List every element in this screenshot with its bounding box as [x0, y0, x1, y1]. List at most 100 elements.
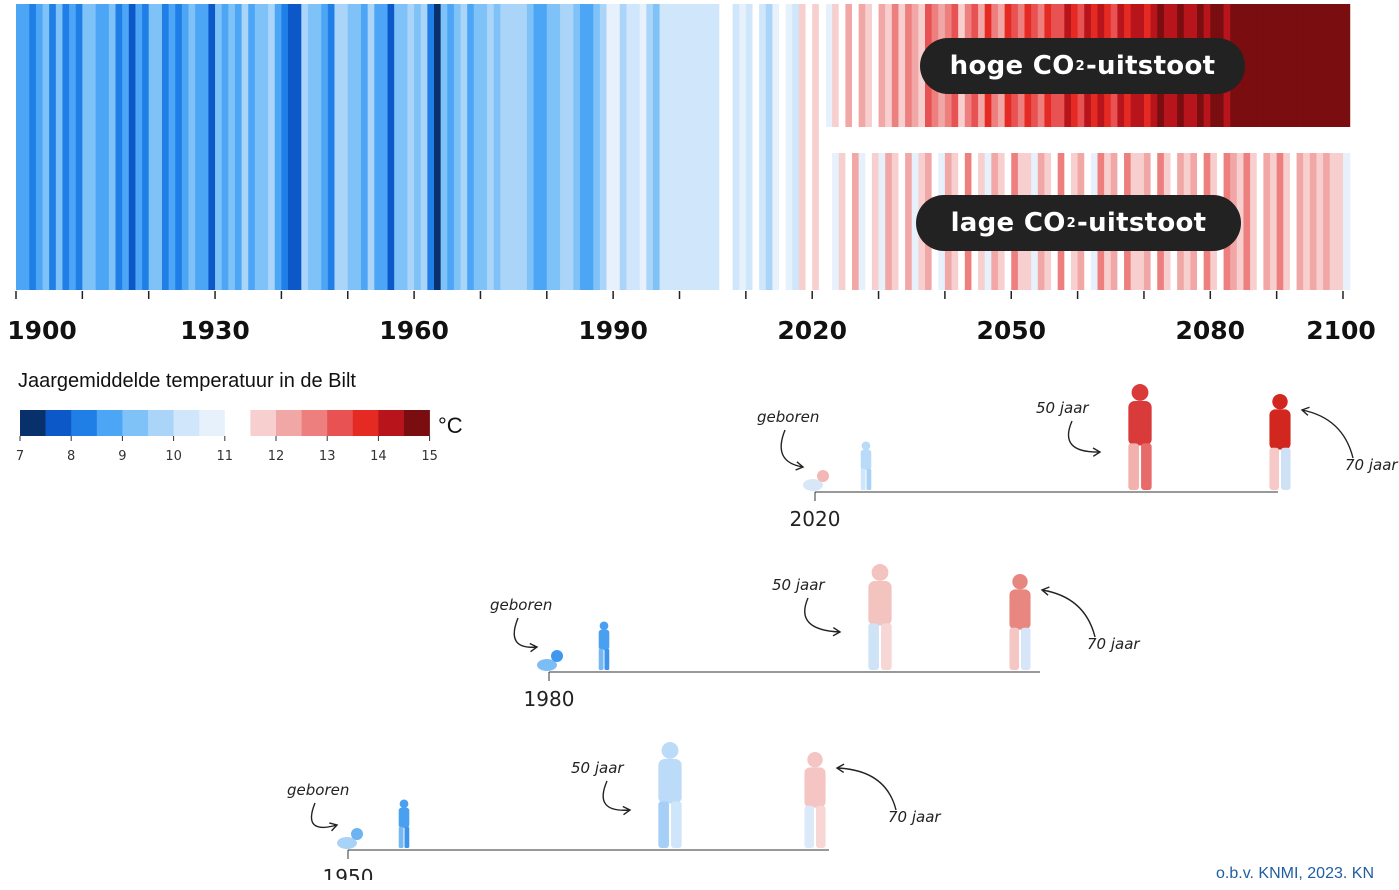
stripe-1960 — [414, 4, 422, 290]
stripe-2093-low — [1296, 153, 1304, 290]
stripe-1937 — [261, 4, 269, 290]
adult-figure — [1128, 384, 1152, 490]
legend-swatch — [404, 410, 430, 436]
stripe-2007 — [725, 4, 734, 290]
legend-swatch — [224, 410, 251, 436]
stripe-1995 — [646, 4, 654, 290]
stripe-2013 — [765, 4, 773, 290]
color-legend: 7 8 9 10 11 12 13 14 15 — [16, 410, 438, 464]
born-label: geboren — [757, 408, 819, 426]
stripe-1992 — [626, 4, 634, 290]
stripe-2030-low — [878, 153, 886, 290]
stripe-1958 — [400, 4, 409, 290]
stripe-2029-high — [871, 4, 880, 127]
x-tick-label: 1900 — [7, 316, 77, 345]
stripe-2009 — [739, 4, 747, 290]
stripe-2006 — [719, 4, 727, 290]
stripe-2092-low — [1289, 153, 1298, 290]
age-70-label: 70 jaar — [888, 808, 941, 826]
age-50-label: 50 jaar — [772, 576, 825, 594]
stripe-2099-low — [1336, 153, 1344, 290]
stripe-2097-high — [1323, 4, 1331, 127]
stripe-1925 — [181, 4, 190, 290]
stripe-1943 — [301, 4, 309, 290]
stripe-2087-low — [1256, 153, 1264, 290]
legend-swatch — [122, 410, 149, 436]
stripe-2086-high — [1250, 4, 1258, 127]
stripe-1946 — [321, 4, 329, 290]
stripe-1953 — [367, 4, 375, 290]
stripe-1956 — [387, 4, 395, 290]
stripe-2095-low — [1309, 153, 1318, 290]
stripe-1910 — [82, 4, 90, 290]
baby-figure — [537, 650, 563, 671]
legend-swatch — [20, 410, 46, 436]
x-tick-label: 2020 — [777, 316, 847, 345]
age-70-arrow — [1040, 586, 1096, 638]
stripe-1965 — [447, 4, 455, 290]
stripe-1938 — [268, 4, 276, 290]
child-figure — [860, 441, 872, 490]
stripe-1967 — [460, 4, 468, 290]
baby-figure — [337, 828, 363, 849]
stripe-1904 — [42, 4, 50, 290]
stripe-1921 — [155, 4, 163, 290]
stripe-2021 — [818, 4, 827, 290]
stripe-2087-high — [1256, 4, 1264, 127]
stripe-2096-high — [1316, 4, 1324, 127]
stripe-2017 — [792, 4, 800, 290]
stripe-2026-high — [852, 4, 860, 127]
stripe-1957 — [394, 4, 402, 290]
stripe-2034-high — [905, 4, 913, 127]
stripe-1900 — [16, 4, 24, 290]
stripe-1985 — [579, 4, 588, 290]
legend-swatch — [250, 410, 277, 436]
stripe-2091-low — [1283, 153, 1291, 290]
stripe-2086-low — [1250, 153, 1258, 290]
stripe-1986 — [586, 4, 594, 290]
stripe-1902 — [29, 4, 37, 290]
stripe-1907 — [62, 4, 70, 290]
stripe-2003 — [699, 4, 707, 290]
age-50-label: 50 jaar — [1036, 399, 1089, 417]
stripe-2029-low — [871, 153, 880, 290]
stripe-1973 — [500, 4, 508, 290]
age-70-label: 70 jaar — [1087, 635, 1140, 653]
stripe-1917 — [128, 4, 137, 290]
stripe-1950 — [347, 4, 355, 290]
scenario-divider — [825, 127, 1344, 153]
stripe-1977 — [526, 4, 535, 290]
stripe-1980 — [546, 4, 555, 290]
stripe-1984 — [573, 4, 581, 290]
stripe-1969 — [473, 4, 482, 290]
elderly-figure — [804, 751, 826, 848]
elderly-figure — [1009, 573, 1031, 670]
legend-swatch — [173, 410, 200, 436]
stripe-2098-high — [1329, 4, 1337, 127]
stripe-1922 — [161, 4, 170, 290]
stripe-1961 — [420, 4, 428, 290]
stripe-1939 — [274, 4, 282, 290]
stripe-2099-high — [1336, 4, 1344, 127]
stripe-1993 — [633, 4, 641, 290]
stripe-1942 — [294, 4, 302, 290]
born-arrow — [780, 429, 805, 471]
stripe-1913 — [102, 4, 110, 290]
stripe-1918 — [135, 4, 143, 290]
stripe-1966 — [453, 4, 462, 290]
age-50-label: 50 jaar — [571, 759, 624, 777]
stripe-1909 — [75, 4, 83, 290]
stripe-1923 — [168, 4, 176, 290]
stripe-1906 — [55, 4, 64, 290]
legend-tick-label: 11 — [217, 449, 234, 464]
stripe-1983 — [566, 4, 574, 290]
stripe-1901 — [22, 4, 30, 290]
stripe-2024-high — [838, 4, 846, 127]
stripe-1964 — [440, 4, 448, 290]
stripe-1987 — [593, 4, 601, 290]
stripe-2022-low — [825, 153, 833, 290]
stripe-2027-high — [858, 4, 866, 127]
stripe-1999 — [672, 4, 681, 290]
stripe-1979 — [540, 4, 548, 290]
